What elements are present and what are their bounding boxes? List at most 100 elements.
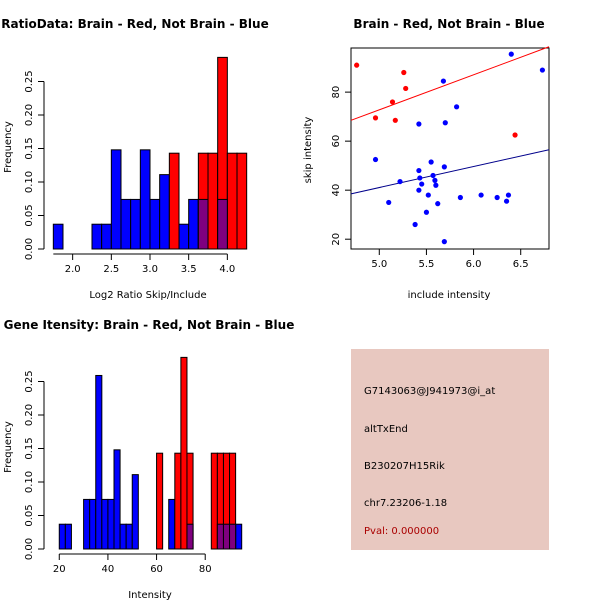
intensity-bar-brain <box>174 452 182 550</box>
intensity-bar-not-brain <box>101 498 109 550</box>
point-not-brain <box>441 239 447 245</box>
point-not-brain <box>539 67 546 73</box>
ratio-bar-not-brain <box>149 198 161 250</box>
ratio-title: RatioData: Brain - Red, Not Brain - Blue <box>1 17 268 31</box>
point-not-brain <box>416 121 422 127</box>
point-brain <box>512 132 518 138</box>
intensity-bar-not-brain <box>58 523 66 550</box>
intensity-y-tick-label: 0.20 <box>24 404 35 426</box>
point-not-brain <box>433 182 439 188</box>
point-not-brain <box>372 156 379 163</box>
intensity-y-tick-label: 0.15 <box>24 437 35 459</box>
point-not-brain <box>505 192 512 198</box>
scatter-title: Brain - Red, Not Brain - Blue <box>353 17 544 31</box>
point-brain <box>401 69 407 76</box>
scatter-y-axis: 20 40 60 80 <box>331 86 351 246</box>
intensity-y-tick-label: 0.10 <box>24 471 35 493</box>
scatter-x-tick-label: 6.0 <box>466 259 482 270</box>
ratio-bar-not-brain <box>101 223 112 250</box>
point-not-brain <box>457 194 463 201</box>
intensity-bar-overlap <box>222 523 231 550</box>
intensity-title: Gene Itensity: Brain - Red, Not Brain - … <box>4 318 295 332</box>
ratio-bar-not-brain <box>91 223 103 250</box>
point-not-brain <box>416 167 422 174</box>
scatter-x-tick-label: 5.5 <box>418 259 434 270</box>
intensity-bar-not-brain <box>64 523 72 550</box>
scatter-x-tick-label: 6.5 <box>513 259 529 270</box>
point-not-brain <box>478 192 484 198</box>
ratio-y-tick-label: 0.10 <box>24 171 35 193</box>
point-not-brain <box>508 51 514 57</box>
intensity-bar-brain <box>210 452 218 550</box>
intensity-y-tick-label: 0.25 <box>24 370 35 392</box>
genomic-location: chr7.23206-1.18 <box>364 498 448 509</box>
intensity-bar-overlap <box>229 523 237 550</box>
ratio-x-tick-label: 4.0 <box>219 264 235 275</box>
point-not-brain <box>430 172 436 179</box>
point-brain <box>354 62 360 68</box>
p-value: Pval: 0.000000 <box>364 526 440 537</box>
ratio-bar-brain <box>168 152 180 250</box>
point-not-brain <box>416 187 422 193</box>
fit-line-brain <box>350 46 550 121</box>
point-not-brain <box>503 198 510 204</box>
point-not-brain <box>454 104 460 110</box>
ratio-bar-not-brain <box>110 149 122 250</box>
ratio-bar-overlap <box>217 198 228 250</box>
ratio-bar-not-brain <box>52 223 64 250</box>
gene-info-panel: G7143063@J941973@i_at altTxEnd B230207H1… <box>351 349 549 550</box>
intensity-x-tick-label: 40 <box>102 564 115 575</box>
point-not-brain <box>417 175 423 181</box>
point-brain <box>372 115 379 121</box>
ratio-histogram: RatioData: Brain - Red, Not Brain - Blue… <box>1 17 268 301</box>
intensity-bar-not-brain <box>168 498 176 550</box>
ratio-bar-overlap <box>197 198 209 250</box>
intensity-bar-not-brain <box>235 523 243 550</box>
scatter-y-tick-label: 60 <box>331 135 342 148</box>
scatter-y-tick-label: 20 <box>331 233 342 246</box>
intensity-bar-brain <box>180 356 188 550</box>
ratio-y-tick-label: 0.00 <box>24 238 35 260</box>
intensity-y-tick-label: 0.00 <box>24 538 35 560</box>
ratio-x-tick-label: 3.5 <box>181 264 197 275</box>
intensity-bars <box>58 356 243 550</box>
scatter-x-axis: 5.0 5.5 6.0 6.5 <box>371 249 529 270</box>
fit-line-not-brain <box>350 149 550 195</box>
intensity-bar-not-brain <box>125 523 133 550</box>
scatter-plot-box <box>350 47 550 250</box>
ratio-x-tick-label: 2.0 <box>65 264 81 275</box>
ratio-ylabel: Frequency <box>3 121 14 173</box>
point-not-brain <box>494 194 500 201</box>
ratio-y-axis: 0.00 0.05 0.10 0.15 0.20 0.25 <box>24 70 45 260</box>
probe-id: G7143063@J941973@i_at <box>364 386 496 397</box>
ratio-bar-not-brain <box>159 174 170 250</box>
ratio-y-tick-label: 0.05 <box>24 204 35 226</box>
scatter-plot: Brain - Red, Not Brain - Blue include in… <box>303 17 550 301</box>
point-not-brain <box>435 201 441 207</box>
intensity-bar-not-brain <box>89 498 97 550</box>
point-not-brain <box>425 192 431 198</box>
point-not-brain <box>428 159 434 165</box>
point-brain <box>392 117 398 123</box>
intensity-x-tick-label: 20 <box>53 564 66 575</box>
scatter-y-tick-label: 40 <box>331 184 342 197</box>
point-not-brain <box>432 177 438 183</box>
intensity-bar-overlap <box>186 523 194 550</box>
intensity-y-axis: 0.00 0.05 0.10 0.15 0.20 0.25 <box>24 370 45 560</box>
ratio-bar-not-brain <box>120 198 132 250</box>
intensity-x-tick-label: 80 <box>199 564 212 575</box>
ratio-bar-not-brain <box>130 198 141 250</box>
ratio-x-tick-label: 2.5 <box>103 264 119 275</box>
ratio-bar-brain <box>207 152 219 250</box>
intensity-x-axis: 20 40 60 80 <box>53 553 212 575</box>
scatter-fit-lines <box>350 46 550 195</box>
ratio-bar-not-brain <box>188 198 199 250</box>
ratio-bar-not-brain <box>139 149 151 250</box>
point-not-brain <box>442 120 448 126</box>
intensity-bar-brain <box>156 452 164 550</box>
point-not-brain <box>412 221 418 228</box>
intensity-bar-not-brain <box>83 498 91 550</box>
intensity-bar-not-brain <box>113 449 121 550</box>
point-brain <box>403 85 409 92</box>
ratio-bar-not-brain <box>178 223 190 250</box>
